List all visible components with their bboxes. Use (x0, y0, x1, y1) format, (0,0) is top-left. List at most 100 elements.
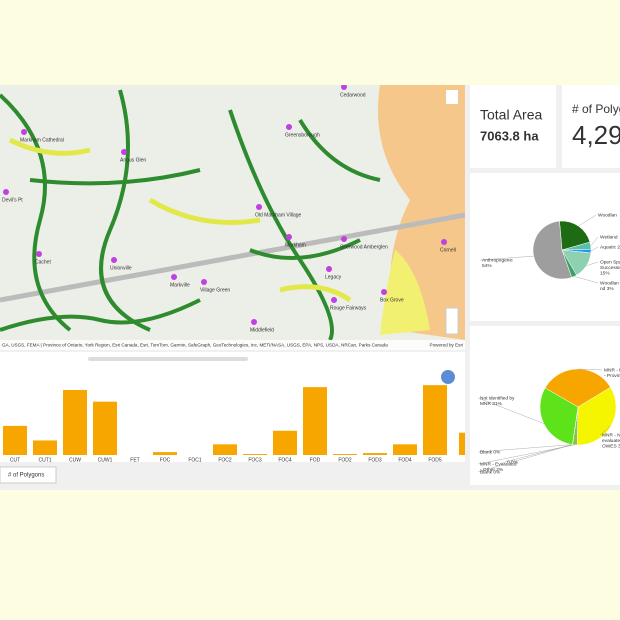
zoom-control[interactable] (445, 307, 459, 335)
x-tick-label: CUT (10, 457, 20, 463)
bar (243, 454, 267, 455)
pie-label: Blank 0% (480, 469, 501, 475)
x-tick-label: FOD3 (368, 457, 382, 463)
map-zone (380, 250, 430, 335)
place-label: Markham Cathedral (20, 137, 64, 143)
highway (0, 212, 465, 303)
map-marker (36, 251, 42, 257)
pie-slice (539, 387, 579, 445)
leader-line (477, 397, 544, 424)
x-tick-label: FOC2 (218, 457, 232, 463)
map-marker (286, 234, 292, 240)
map-marker (341, 85, 347, 90)
tab-label[interactable]: # of Polygons (8, 473, 44, 479)
map-marker (121, 149, 127, 155)
place-label: Box Grove (380, 297, 404, 303)
bar (393, 444, 417, 455)
place-label: Rouge Fairways (330, 305, 367, 311)
bar (3, 425, 27, 455)
pie-label: Wetland (600, 234, 618, 240)
pie-slice (559, 220, 591, 251)
leader-line (586, 261, 599, 266)
place-label: Cornell (440, 247, 456, 253)
card-value: 4,29 (572, 120, 620, 150)
map-expand[interactable] (446, 90, 458, 104)
scroll-button[interactable] (441, 370, 455, 384)
pie-label: Anthropogenic (482, 257, 514, 263)
x-tick-label: FOD2 (338, 457, 352, 463)
x-tick-label: FOC1 (188, 457, 202, 463)
pie-slice (576, 386, 617, 446)
pie-label: MNR - N (602, 432, 620, 438)
leader-line (477, 444, 573, 453)
bar (363, 453, 387, 455)
attribution: GA, USGS, FEMA | Province of Ontario, Yo… (2, 343, 388, 348)
map-marker (286, 124, 292, 130)
card-label: Total Area (480, 107, 542, 123)
map-marker (441, 239, 447, 245)
pie-label: Woodlan (598, 212, 617, 218)
bar (93, 401, 117, 455)
slider[interactable] (88, 357, 248, 361)
pie-label: 54% (482, 263, 492, 269)
pie-label: evaluate (602, 438, 620, 444)
pie-label: 15% (600, 270, 610, 276)
bar (63, 390, 87, 455)
place-label: Sherwood Amberglen (340, 244, 388, 250)
leader-line (577, 368, 603, 371)
pie-label: Not identified by (480, 395, 515, 401)
x-tick-label: FOC3 (248, 457, 262, 463)
leader-line (504, 444, 573, 463)
card (562, 85, 620, 168)
card (470, 85, 556, 168)
place-label: Cachet (35, 259, 51, 265)
leader-line (599, 425, 612, 436)
bar (333, 454, 357, 455)
x-tick-label: FOC (160, 457, 171, 463)
pie-label: Open Spa (600, 259, 620, 265)
map-marker (326, 266, 332, 272)
x-tick-label: FOD5 (428, 457, 442, 463)
map-marker (341, 236, 347, 242)
leader-line (578, 214, 597, 227)
place-label: Unionville (110, 265, 132, 271)
map-feature (0, 89, 381, 341)
leader-line (479, 255, 534, 261)
pie-label: 0 0% (507, 459, 519, 465)
map-marker (201, 279, 207, 285)
card-value: 7063.8 ha (480, 128, 539, 143)
place-label: Legacy (325, 274, 342, 280)
x-tick-label: FOD (310, 457, 321, 463)
bar (303, 387, 327, 455)
place-label: Middlefield (250, 327, 274, 333)
pie-label: MNR 31% (480, 401, 503, 407)
pie-label: Woodlan (600, 280, 619, 286)
place-label: Greensborough (285, 132, 320, 138)
map-marker (256, 204, 262, 210)
pie-label: OWES 3 (602, 443, 620, 449)
bar (153, 452, 177, 455)
tab[interactable] (0, 466, 57, 484)
place-label: Village Green (200, 287, 230, 293)
map-feature (8, 137, 352, 303)
credit: Powered by Esri (430, 343, 463, 348)
attribution-bar (0, 340, 465, 350)
x-tick-label: CUW (69, 457, 81, 463)
bar (213, 444, 237, 455)
pie-label: nd 3% (600, 286, 614, 292)
leader-line (590, 246, 599, 252)
x-tick-label: CUT1 (38, 457, 51, 463)
place-label: Old Markham Village (255, 212, 302, 218)
map-marker (3, 189, 9, 195)
x-tick-label: FET (130, 457, 139, 463)
bar (273, 430, 297, 455)
place-label: Cedarwood (340, 92, 366, 98)
leader-line (574, 276, 599, 284)
pie-label: MNR - Evaluated (480, 461, 517, 467)
pie-label: - Provinc (604, 373, 620, 379)
map-marker (251, 319, 257, 325)
map-marker (111, 257, 117, 263)
x-tick-label: CUW1 (98, 457, 113, 463)
